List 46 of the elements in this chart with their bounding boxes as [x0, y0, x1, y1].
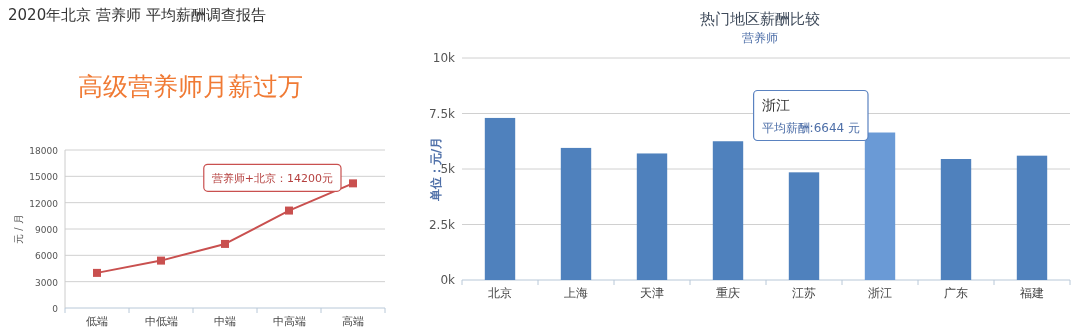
bar	[1016, 155, 1048, 280]
y-tick-label: 0k	[440, 273, 456, 287]
y-tick-label: 0	[52, 304, 59, 314]
chart-title: 热门地区薪酬比较	[700, 10, 820, 28]
x-tick-label: 中端	[214, 315, 236, 328]
chart-subtitle: 营养师	[742, 31, 778, 45]
y-tick-label: 12000	[29, 198, 59, 209]
bar	[788, 172, 820, 280]
bar	[484, 117, 516, 280]
x-tick-label: 高端	[342, 315, 364, 328]
chart-title: 2020年北京 营养师 平均薪酬调查报告	[8, 6, 266, 24]
x-tick-label: 上海	[564, 286, 588, 300]
chart-subtitle: 高级营养师月薪过万	[77, 72, 303, 101]
x-tick-label: 广东	[944, 286, 968, 300]
y-tick-label: 2.5k	[428, 217, 456, 232]
x-tick-label: 江苏	[792, 286, 816, 300]
x-tick-label: 天津	[640, 286, 664, 300]
point	[93, 268, 101, 277]
bar	[940, 159, 972, 280]
x-tick-label: 重庆	[716, 286, 740, 300]
y-tick-label: 5k	[440, 162, 456, 176]
y-tick-label: 7.5k	[428, 106, 456, 121]
y-axis-title: 元 / 月	[13, 214, 24, 244]
y-tick-label: 10k	[432, 51, 456, 65]
y-tick-label: 6000	[35, 251, 59, 262]
x-tick-label: 北京	[488, 286, 512, 300]
x-tick-label: 福建	[1020, 286, 1044, 300]
y-tick-label: 18000	[29, 146, 59, 156]
annotation: 平均薪酬:6644 元	[761, 120, 860, 135]
annotation: 浙江	[761, 96, 790, 113]
x-tick-label: 中高端	[272, 315, 306, 328]
y-tick-label: 3000	[35, 277, 59, 288]
bar	[864, 132, 896, 280]
annotation: 营养师+北京：14200元	[211, 172, 333, 186]
bar	[560, 147, 592, 280]
x-tick-label: 低端	[86, 315, 108, 328]
y-tick-label: 15000	[29, 172, 59, 183]
point	[349, 179, 357, 188]
bar	[636, 153, 668, 280]
y-tick-label: 9000	[35, 225, 59, 235]
x-tick-label: 中低端	[144, 315, 178, 328]
bar	[712, 141, 744, 280]
point	[221, 239, 229, 248]
x-tick-label: 浙江	[868, 286, 892, 300]
point	[157, 256, 165, 265]
point	[285, 206, 293, 215]
